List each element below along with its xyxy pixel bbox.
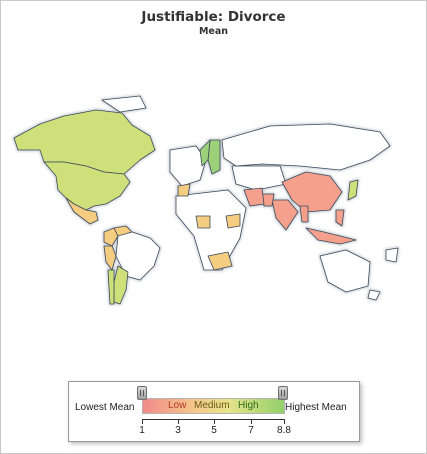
landmass	[385, 247, 399, 263]
landmass	[231, 165, 287, 191]
country-mexico[interactable]: Mexico	[65, 197, 99, 225]
tick-label: 1	[139, 425, 145, 436]
tick-mark	[284, 419, 285, 424]
country-peru[interactable]: Peru	[103, 245, 117, 271]
scale-axis	[142, 419, 285, 420]
country-brazil[interactable]: Brazil	[115, 231, 161, 281]
map-subtitle: Mean	[198, 26, 229, 37]
tick-mark	[251, 419, 252, 424]
legend: Lowest Mean Low Medium High Highest Mean…	[68, 381, 360, 442]
lowest-mean-label: Lowest Mean	[75, 402, 135, 413]
country-philippines[interactable]: Philippines	[335, 209, 345, 227]
country-canada[interactable]: Canada	[13, 109, 156, 175]
tick-mark	[142, 419, 143, 424]
landmass	[367, 289, 381, 301]
tick-label: 3	[175, 425, 181, 436]
country-indonesia[interactable]: Indonesia	[305, 227, 357, 245]
country-russia[interactable]: Russia	[221, 123, 391, 171]
map-title: Justifiable: Divorce	[141, 9, 286, 25]
tick-mark	[178, 419, 179, 424]
landmass	[101, 95, 147, 113]
max-slider-handle[interactable]	[278, 386, 288, 400]
country-south-africa[interactable]: South Africa	[207, 251, 233, 271]
tick-label: 8.8	[277, 425, 291, 436]
low-band-label: Low	[168, 400, 187, 411]
country-ethiopia[interactable]: Ethiopia	[225, 213, 241, 229]
landmass	[175, 189, 247, 271]
color-scale-bar	[142, 398, 285, 414]
country-india[interactable]: India	[271, 199, 299, 231]
country-japan[interactable]: Japan	[347, 179, 359, 201]
landmass	[169, 145, 207, 187]
tick-label: 7	[248, 425, 254, 436]
country-chile[interactable]: Chile	[107, 269, 115, 305]
country-morocco[interactable]: Morocco	[177, 183, 191, 197]
tick-mark	[214, 419, 215, 424]
high-band-label: High	[238, 400, 259, 411]
country-united-states[interactable]: United States	[43, 161, 131, 211]
min-slider-handle[interactable]	[137, 386, 147, 400]
highest-mean-label: Highest Mean	[285, 402, 347, 413]
country-nigeria[interactable]: Nigeria	[195, 215, 211, 229]
country-norway[interactable]: Norway	[199, 139, 211, 167]
country-china[interactable]: China	[281, 171, 343, 213]
tick-label: 5	[211, 425, 217, 436]
country-iran[interactable]: Iran	[243, 187, 265, 207]
country-colombia[interactable]: Colombia	[103, 227, 119, 247]
country-thailand[interactable]: Thailand	[299, 205, 309, 223]
country-australia[interactable]: Australia	[319, 249, 371, 293]
medium-band-label: Medium	[194, 400, 230, 411]
